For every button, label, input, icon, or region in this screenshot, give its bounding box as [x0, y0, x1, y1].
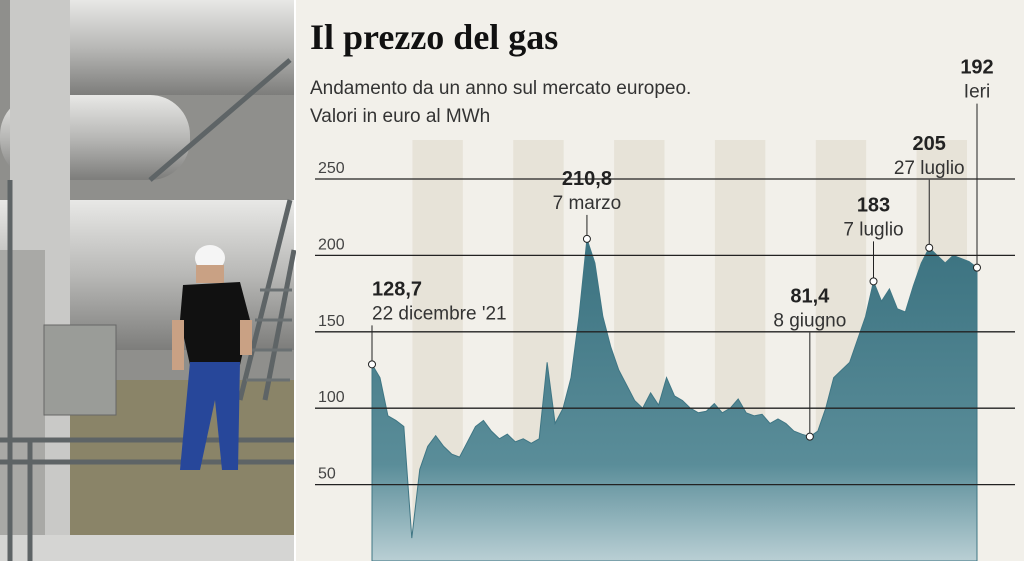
- annotation-date: 27 luglio: [894, 158, 965, 179]
- subtitle: Valori in euro al MWh: [310, 106, 490, 127]
- point-marker: [368, 360, 376, 369]
- annotation-value: 81,4: [790, 286, 830, 308]
- area: [371, 238, 978, 562]
- subtitle: Andamento da un anno sul mercato europeo…: [310, 78, 691, 99]
- point-marker: [869, 277, 878, 286]
- annotation-date: 22 dicembre '21: [372, 303, 507, 324]
- point-marker: [925, 243, 934, 252]
- annotation-value: 128,7: [372, 278, 422, 300]
- annotation-value: 192: [960, 57, 993, 79]
- annotation-date: 8 giugno: [773, 311, 846, 332]
- y-tick-label: 200: [318, 236, 345, 253]
- annotation-date: 7 luglio: [843, 219, 903, 240]
- worker: [172, 245, 252, 470]
- annotation-date: 7 marzo: [553, 193, 622, 214]
- photo: [0, 0, 297, 561]
- y-tick-label: 50: [318, 466, 336, 483]
- point-marker: [582, 234, 591, 243]
- annotation-date: Ieri: [964, 82, 990, 103]
- chart-title: Il prezzo del gas: [310, 17, 558, 57]
- y-tick-label: 100: [318, 389, 345, 406]
- point-marker: [973, 263, 981, 272]
- annotation-value: 210,8: [562, 168, 612, 190]
- annotation-value: 205: [913, 133, 946, 155]
- y-tick-label: 250: [318, 160, 345, 177]
- annotation-value: 183: [857, 194, 890, 216]
- y-tick-label: 150: [318, 313, 345, 330]
- point-marker: [805, 432, 814, 441]
